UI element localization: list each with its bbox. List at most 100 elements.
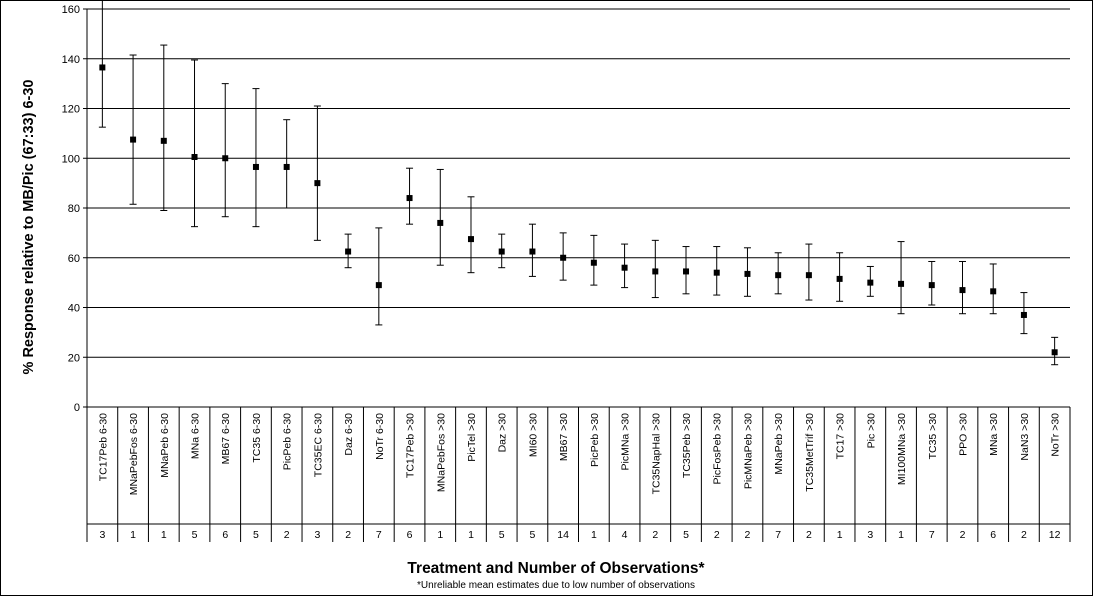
mean-point	[744, 270, 751, 277]
mean-point	[898, 280, 905, 287]
mean-point	[467, 236, 474, 243]
mean-point	[406, 195, 413, 202]
observation-count: 2	[284, 529, 290, 541]
observation-count: 5	[192, 529, 198, 541]
category-label: PicFosPeb >30	[712, 413, 724, 485]
category-label: TC35MetTrif >30	[804, 413, 816, 492]
observation-count: 4	[622, 529, 628, 541]
y-tick-label: 140	[62, 54, 80, 66]
category-label: PPO >30	[957, 413, 969, 456]
category-label: TC35Peb >30	[681, 413, 693, 478]
observation-count: 7	[929, 529, 935, 541]
mean-point	[191, 154, 198, 161]
category-label: MB67 6-30	[220, 413, 232, 465]
category-label: MI100MNa >30	[896, 413, 908, 485]
category-label: TC35 6-30	[251, 413, 263, 463]
count-labels: 3 1 1 5 6 5 2 3 2 7 6 1 1 5 5 14 1 4 2 5 2 2 7 2 1 3 1 7 2 6 2 12	[99, 529, 1060, 541]
mean-point	[928, 282, 935, 289]
observation-count: 1	[468, 529, 474, 541]
y-tick-label: 20	[68, 352, 80, 364]
mean-point	[130, 136, 137, 143]
observation-count: 12	[1049, 529, 1061, 541]
y-tick-label: 0	[74, 402, 80, 414]
mean-point	[498, 248, 505, 255]
mean-point	[775, 272, 782, 279]
observation-count: 2	[745, 529, 751, 541]
category-label: PicTel >30	[466, 413, 478, 462]
mean-point	[375, 282, 382, 289]
observation-count: 6	[990, 529, 996, 541]
category-label: Pic >30	[865, 413, 877, 448]
observation-count: 1	[161, 529, 167, 541]
observation-count: 1	[591, 529, 597, 541]
observation-count: 2	[806, 529, 812, 541]
observation-count: 3	[314, 529, 320, 541]
category-label: Daz >30	[497, 413, 509, 453]
axes	[83, 8, 1071, 542]
mean-point	[713, 269, 720, 276]
mean-point	[683, 268, 690, 275]
mean-point	[805, 272, 812, 279]
category-label: PicMNaPeb >30	[742, 413, 754, 489]
observation-count: 2	[652, 529, 658, 541]
mean-point	[283, 163, 290, 170]
category-label: MNaPebFos >30	[435, 413, 447, 492]
observation-count: 3	[867, 529, 873, 541]
y-tick-label: 120	[62, 104, 80, 116]
mean-point	[1020, 311, 1027, 318]
mean-point	[990, 288, 997, 295]
mean-point	[222, 155, 229, 162]
mean-point	[437, 219, 444, 226]
mean-point	[345, 248, 352, 255]
mean-point	[314, 180, 321, 187]
category-label: PicPeb >30	[589, 413, 601, 467]
y-axis-title: % Response relative to MB/Pic (67:33) 6-…	[21, 80, 37, 375]
category-label: Daz 6-30	[343, 413, 355, 456]
observation-count: 2	[960, 529, 966, 541]
y-tick-label: 100	[62, 153, 80, 165]
observation-count: 5	[499, 529, 505, 541]
category-label: TC17 >30	[835, 413, 847, 460]
observation-count: 2	[714, 529, 720, 541]
category-label: TC35EC 6-30	[312, 413, 324, 477]
category-label: MNaPebFos 6-30	[128, 413, 140, 495]
category-label: NoTr 6-30	[374, 413, 386, 460]
category-label: PicPeb 6-30	[282, 413, 294, 470]
mean-point	[529, 248, 536, 255]
observation-count: 1	[130, 529, 136, 541]
mean-point	[867, 279, 874, 286]
category-label: NaN3 >30	[1019, 413, 1031, 461]
mean-points	[99, 64, 1058, 356]
observation-count: 1	[837, 529, 843, 541]
mean-point	[560, 254, 567, 261]
x-axis-title: Treatment and Number of Observations*	[407, 560, 705, 577]
category-label: PicMNa >30	[620, 413, 632, 471]
mean-point	[1051, 349, 1058, 356]
observation-count: 7	[775, 529, 781, 541]
mean-point	[959, 287, 966, 294]
gridlines	[87, 8, 1070, 358]
category-label: MI60 >30	[527, 413, 539, 457]
y-tick-label: 60	[68, 253, 80, 265]
category-label: TC17Peb >30	[405, 413, 417, 478]
category-label: MNaPeb 6-30	[159, 413, 171, 478]
category-label: MNa >30	[988, 413, 1000, 456]
mean-point	[160, 137, 167, 144]
category-label: MNaPeb >30	[773, 413, 785, 475]
y-tick-label: 40	[68, 303, 80, 315]
footnote: *Unreliable mean estimates due to low nu…	[417, 580, 695, 591]
observation-count: 1	[898, 529, 904, 541]
observation-count: 6	[407, 529, 413, 541]
category-label: NoTr >30	[1050, 413, 1062, 457]
observation-count: 6	[222, 529, 228, 541]
mean-point	[252, 163, 259, 170]
category-labels: TC17Peb 6-30 MNaPebFos 6-30 MNaPeb 6-30 MNa…	[97, 413, 1061, 495]
error-bars	[98, 1, 1059, 366]
mean-point	[99, 64, 106, 71]
y-tick-label: 160	[62, 4, 80, 16]
mean-point	[621, 264, 628, 271]
observation-count: 5	[253, 529, 259, 541]
mean-point	[652, 268, 659, 275]
observation-count: 1	[437, 529, 443, 541]
category-label: TC35 >30	[927, 413, 939, 460]
